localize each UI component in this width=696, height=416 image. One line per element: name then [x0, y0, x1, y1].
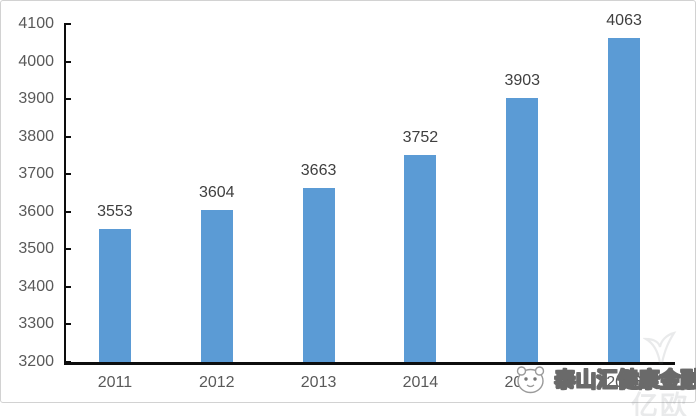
- bar-value-label: 3604: [198, 184, 235, 202]
- y-axis-tick-mark: [66, 98, 71, 101]
- y-axis-tick-mark: [66, 323, 71, 326]
- y-axis-tick-label: 3500: [18, 240, 54, 258]
- y-axis-tick-label: 4100: [18, 15, 54, 32]
- y-axis-tick-label: 3900: [18, 90, 54, 108]
- x-axis-label: 2016: [606, 374, 642, 391]
- x-axis-label: 2013: [300, 374, 337, 391]
- bar-value-label: 3752: [402, 128, 439, 146]
- bar-value-label: 4063: [606, 11, 642, 29]
- y-axis-tick-label: 3200: [18, 353, 54, 370]
- y-axis-tick-label: 3300: [18, 315, 54, 333]
- bar: [608, 37, 641, 365]
- brand-watermark-text: 泰山汇健康金融: [554, 369, 696, 393]
- x-axis-line: [64, 362, 675, 365]
- bar-value-label: 3903: [504, 71, 541, 89]
- bar-value-label: 3553: [97, 203, 133, 221]
- bar: [302, 188, 335, 365]
- y-axis-tick-mark: [66, 210, 71, 213]
- bar-value-label: 3663: [300, 162, 337, 180]
- y-axis-tick-mark: [66, 60, 71, 63]
- y-axis-tick-mark: [66, 248, 71, 251]
- bar: [506, 97, 539, 365]
- bar: [200, 210, 233, 365]
- leaf-watermark-icon: [641, 331, 677, 365]
- y-axis-tick-mark: [66, 285, 71, 288]
- x-axis-label: 2012: [198, 374, 235, 391]
- x-axis-label: 2011: [97, 374, 133, 391]
- y-axis-tick-mark: [66, 135, 71, 138]
- y-axis-tick-mark: [66, 173, 71, 176]
- y-axis-tick-label: 3400: [18, 277, 54, 295]
- brand-watermark: 泰山汇健康金融: [516, 364, 696, 400]
- bar-chart: 3200 3300 3400 3500 3600 3700 3800 3900 4000 4100…: [1, 1, 695, 402]
- faint-watermark-text: 亿欧: [631, 391, 689, 416]
- x-axis-label: 2014: [402, 374, 439, 391]
- y-axis-tick-mark: [66, 23, 71, 25]
- bar: [404, 154, 437, 365]
- faint-site-watermark: 亿欧: [623, 329, 696, 416]
- y-axis-tick-label: 3600: [18, 202, 54, 220]
- panda-mascot-icon: [516, 366, 545, 394]
- y-axis-line: [64, 23, 66, 365]
- y-axis-tick-label: 4000: [18, 52, 54, 70]
- bar: [98, 229, 131, 365]
- y-axis-tick-label: 3800: [18, 127, 54, 145]
- y-axis-tick-label: 3700: [18, 165, 54, 183]
